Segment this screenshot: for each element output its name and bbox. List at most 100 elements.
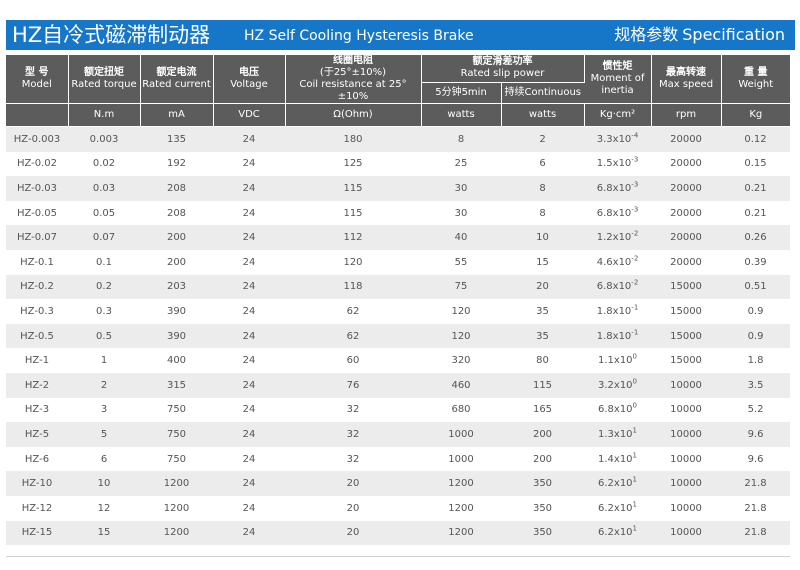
cell-slip5: 40 <box>421 225 501 250</box>
inertia-base: 6.2x10 <box>598 478 633 490</box>
cell-speed: 10000 <box>651 520 722 546</box>
cell-weight: 0.26 <box>721 225 791 250</box>
table-row: HZ-0.1 0.1 200 24 120 55 15 4.6x10-2 20000 0.39 <box>6 249 791 275</box>
unit-slip-5min: watts <box>421 103 502 127</box>
cell-resistance: 20 <box>285 471 421 496</box>
cell-weight: 21.8 <box>721 520 791 546</box>
cell-voltage: 24 <box>213 397 285 423</box>
cell-weight: 0.12 <box>721 126 791 152</box>
cell-speed: 10000 <box>651 422 722 447</box>
specification-table: 型 号 Model 额定扭矩 Rated torque 额定电流 Rated c… <box>6 55 791 546</box>
cell-model: HZ-0.02 <box>6 151 68 177</box>
unit-speed: rpm <box>651 103 722 127</box>
cell-weight: 0.21 <box>721 200 791 226</box>
cell-current: 400 <box>140 348 213 373</box>
cell-inertia: 1.1x100 <box>584 348 652 373</box>
cell-speed: 10000 <box>651 372 722 398</box>
cell-speed: 15000 <box>651 323 722 349</box>
cell-model: HZ-0.07 <box>6 225 68 250</box>
cell-resistance: 62 <box>285 323 421 349</box>
cell-slipc: 350 <box>501 520 585 546</box>
table-row: HZ-0.5 0.5 390 24 62 120 35 1.8x10-1 15000 0.9 <box>6 323 791 349</box>
header-slip-en: Rated slip power <box>460 68 545 80</box>
header-inertia-en1: Moment of <box>590 73 645 84</box>
cell-weight: 0.51 <box>721 274 791 300</box>
cell-model: HZ-0.003 <box>6 126 68 152</box>
unit-torque: N.m <box>68 103 141 127</box>
cell-weight: 0.21 <box>721 176 791 201</box>
header-current-zh: 额定电流 <box>156 67 197 78</box>
table-row: HZ-1 1 400 24 60 320 80 1.1x100 15000 1.8 <box>6 348 791 373</box>
cell-torque: 1 <box>68 348 140 373</box>
cell-model: HZ-2 <box>6 372 68 398</box>
inertia-base: 6.8x10 <box>596 207 632 219</box>
cell-weight: 0.39 <box>721 249 791 275</box>
cell-slipc: 8 <box>501 176 585 201</box>
cell-model: HZ-0.03 <box>6 176 68 201</box>
cell-torque: 12 <box>68 495 140 521</box>
title-chinese: HZ自冷式磁滞制动器 <box>12 23 211 47</box>
cell-speed: 15000 <box>651 348 722 373</box>
cell-speed: 10000 <box>651 446 722 472</box>
header-model-en: Model <box>21 79 52 90</box>
header-speed-en: Max speed <box>658 79 714 90</box>
cell-model: HZ-12 <box>6 495 68 521</box>
cell-torque: 2 <box>68 372 140 398</box>
cell-inertia: 1.5x10-3 <box>584 151 652 177</box>
cell-inertia: 6.2x101 <box>584 495 652 521</box>
cell-slipc: 165 <box>501 397 585 423</box>
cell-speed: 20000 <box>651 176 722 201</box>
unit-resistance: Ω(Ohm) <box>285 103 422 127</box>
cell-current: 208 <box>140 176 213 201</box>
cell-resistance: 180 <box>285 126 421 152</box>
header-weight-zh: 重 量 <box>744 67 768 78</box>
table-row: HZ-6 6 750 24 32 1000 200 1.4x101 10000 9.6 <box>6 446 791 472</box>
inertia-base: 1.1x10 <box>598 355 633 367</box>
cell-slipc: 35 <box>501 299 585 324</box>
header-slip-power: 额定滑差功率 Rated slip power <box>421 55 585 83</box>
cell-slipc: 200 <box>501 446 585 472</box>
cell-torque: 0.003 <box>68 126 140 152</box>
table-row: HZ-3 3 750 24 32 680 165 6.8x100 10000 5.2 <box>6 397 791 423</box>
cell-slip5: 120 <box>421 299 501 324</box>
cell-weight: 0.9 <box>721 323 791 349</box>
cell-slip5: 120 <box>421 323 501 349</box>
cell-current: 750 <box>140 397 213 423</box>
cell-slip5: 1200 <box>421 471 501 496</box>
table-bottom-rule <box>6 556 790 557</box>
table-row: HZ-0.02 0.02 192 24 125 25 6 1.5x10-3 20000 0.15 <box>6 151 791 177</box>
header-voltage-en: Voltage <box>230 79 268 90</box>
cell-slip5: 1000 <box>421 446 501 472</box>
header-model-zh: 型 号 <box>25 67 49 78</box>
header-weight: 重 量 Weight <box>721 55 791 104</box>
cell-speed: 10000 <box>651 397 722 423</box>
cell-model: HZ-0.5 <box>6 323 68 349</box>
cell-resistance: 125 <box>285 151 421 177</box>
inertia-base: 1.8x10 <box>596 305 632 317</box>
cell-resistance: 115 <box>285 176 421 201</box>
cell-torque: 0.1 <box>68 249 140 275</box>
header-torque-en: Rated torque <box>71 79 137 90</box>
header-resistance: 线圈电阻 (于25°±10%) Coil resistance at 25°±1… <box>285 55 422 104</box>
cell-inertia: 1.8x10-1 <box>584 299 652 324</box>
header-model: 型 号 Model <box>6 55 69 104</box>
cell-current: 1200 <box>140 471 213 496</box>
cell-current: 192 <box>140 151 213 177</box>
cell-speed: 20000 <box>651 249 722 275</box>
header-voltage: 电压 Voltage <box>213 55 286 104</box>
spec-label: 规格参数 Specification <box>610 24 785 46</box>
cell-resistance: 118 <box>285 274 421 300</box>
cell-inertia: 6.8x10-3 <box>584 176 652 201</box>
inertia-base: 6.8x10 <box>596 281 632 293</box>
cell-slipc: 20 <box>501 274 585 300</box>
header-current: 额定电流 Rated current <box>140 55 214 104</box>
cell-speed: 15000 <box>651 274 722 300</box>
cell-torque: 0.02 <box>68 151 140 177</box>
inertia-base: 6.8x10 <box>598 404 633 416</box>
cell-slip5: 460 <box>421 372 501 398</box>
header-torque-zh: 额定扭矩 <box>84 67 124 78</box>
cell-model: HZ-0.05 <box>6 200 68 226</box>
cell-slip5: 1000 <box>421 422 501 447</box>
cell-model: HZ-1 <box>6 348 68 373</box>
cell-weight: 9.6 <box>721 446 791 472</box>
